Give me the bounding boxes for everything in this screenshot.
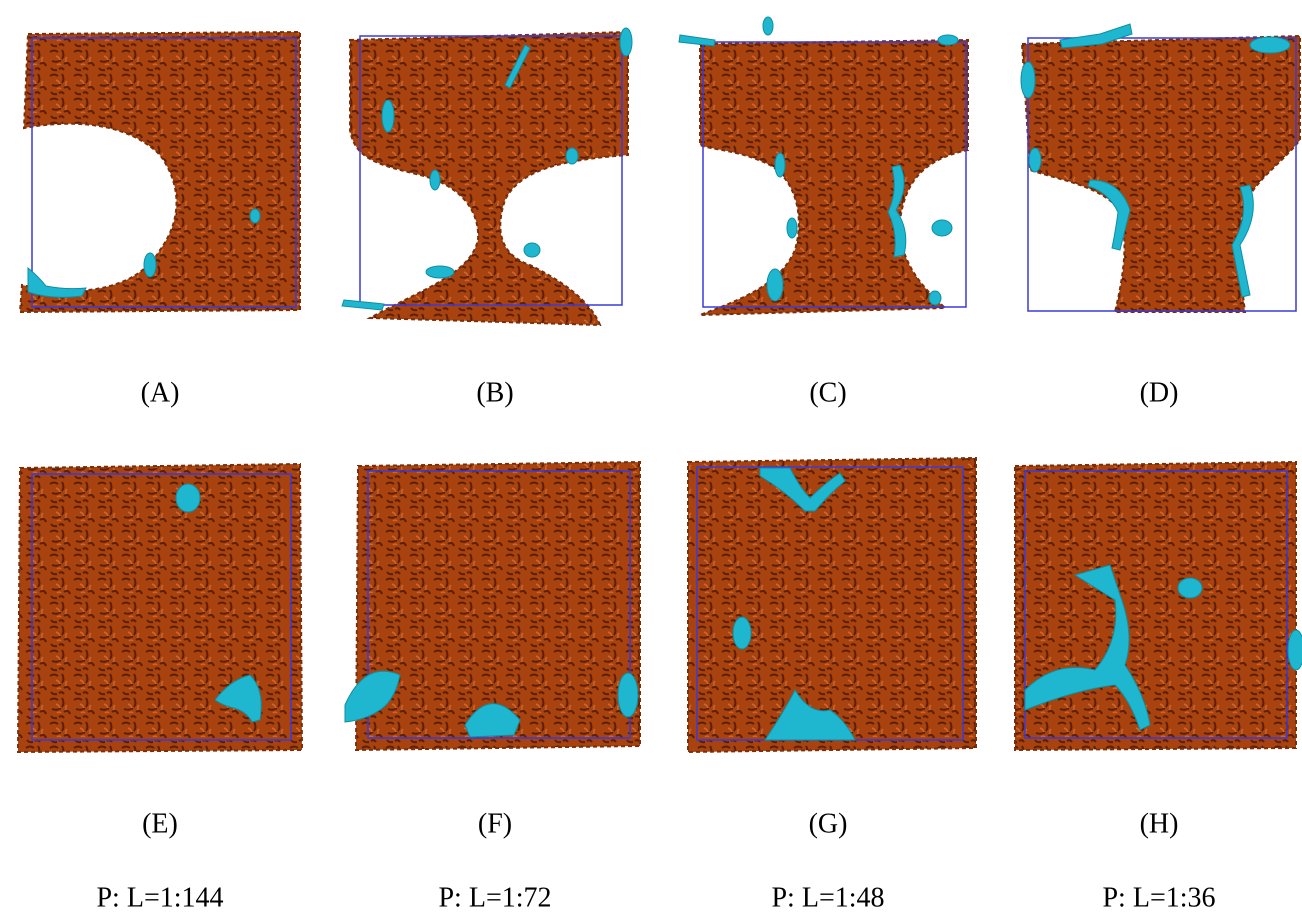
panel-c <box>679 17 968 315</box>
panel-label: (F) <box>478 808 512 839</box>
panel-label: (C) <box>809 377 846 408</box>
figure: (A) (B) (C) (D) (E) (F) (G) (H) P: L=1:1… <box>0 0 1302 914</box>
ratio-label: P: L=1:36 <box>1102 882 1215 913</box>
panel-label: (G) <box>809 808 848 839</box>
ratio-label: P: L=1:72 <box>438 882 551 913</box>
panel-g <box>688 458 976 752</box>
panel-label: (B) <box>476 377 513 408</box>
panel-h <box>1015 462 1302 750</box>
panel-f <box>345 462 640 750</box>
panel-label: (D) <box>1140 377 1179 408</box>
panel-label: (E) <box>142 808 178 839</box>
panel-label: (H) <box>1140 808 1179 839</box>
panel-b <box>342 28 632 325</box>
panel-e <box>18 464 302 752</box>
ratio-label: P: L=1:48 <box>771 882 884 913</box>
ratio-label: P: L=1:144 <box>96 882 223 913</box>
panel-d <box>1021 24 1300 312</box>
panel-a <box>20 32 300 312</box>
panel-label: (A) <box>141 377 180 408</box>
